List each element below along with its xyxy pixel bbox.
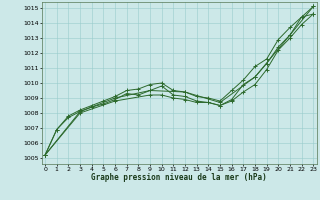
- X-axis label: Graphe pression niveau de la mer (hPa): Graphe pression niveau de la mer (hPa): [91, 173, 267, 182]
